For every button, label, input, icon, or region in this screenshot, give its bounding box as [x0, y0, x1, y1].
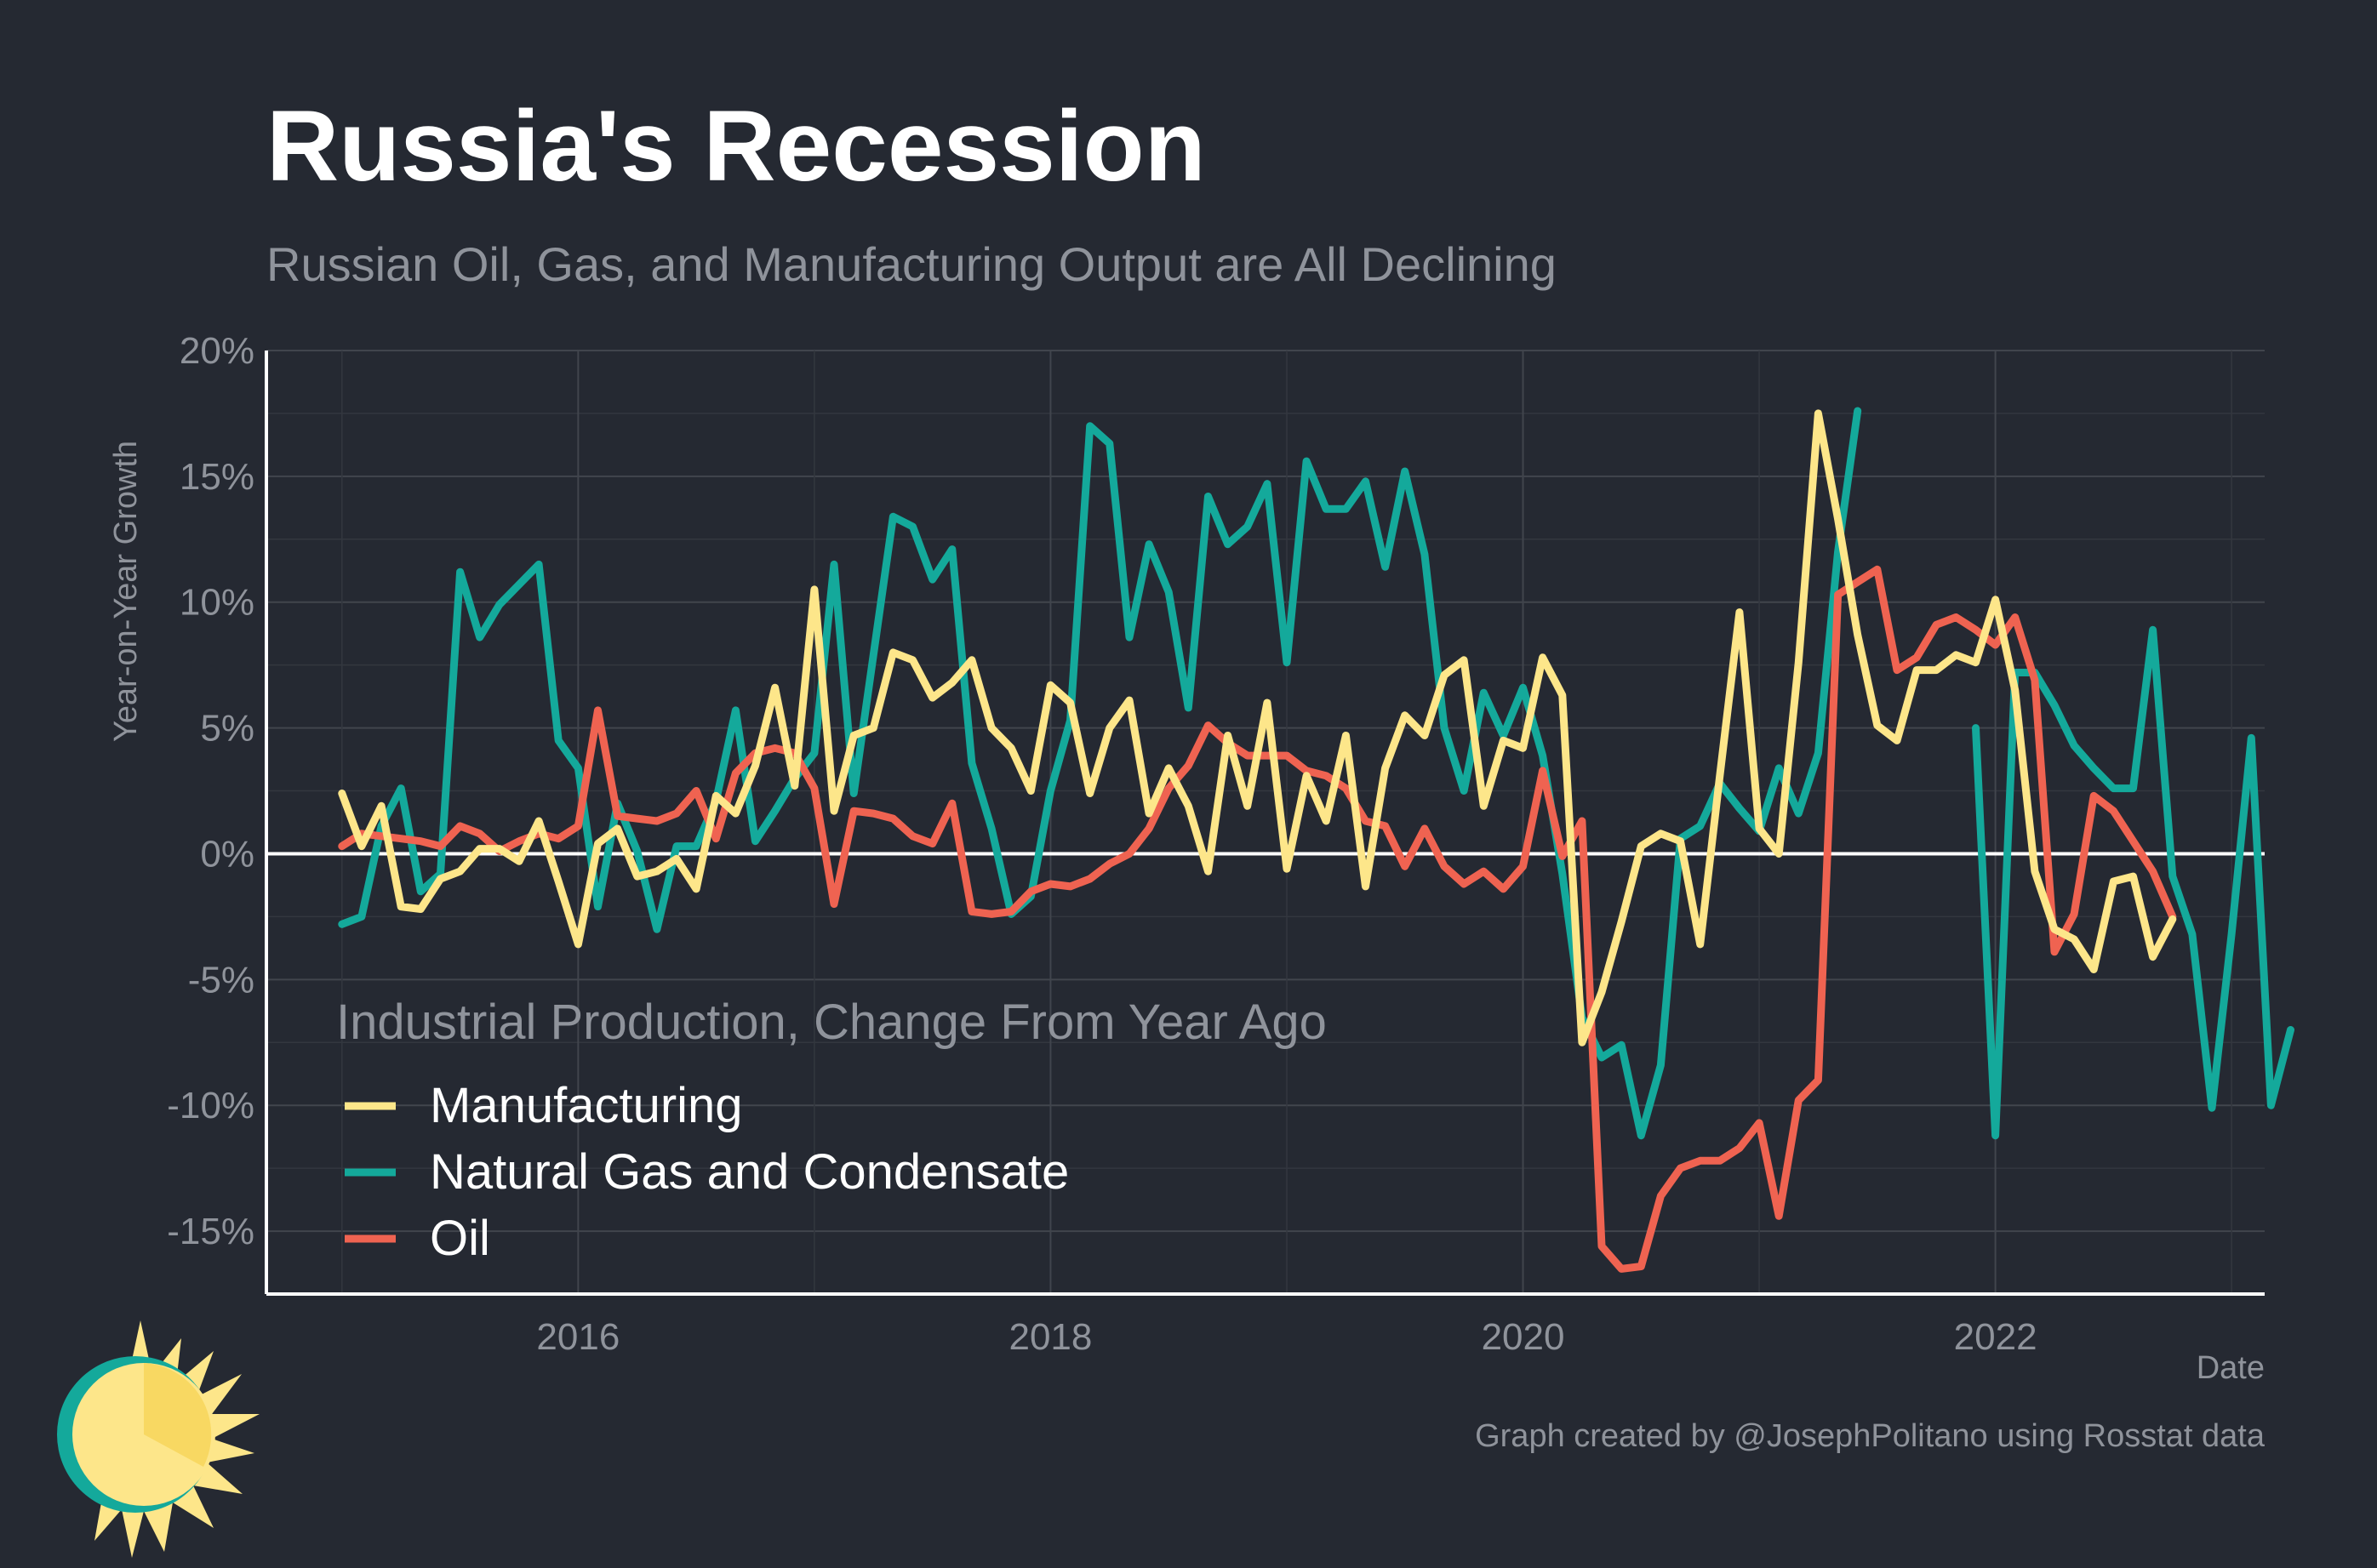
sun-disc-shade [144, 1363, 212, 1467]
legend-label: Manufacturing [430, 1078, 743, 1133]
series-lines [338, 407, 2294, 1273]
legend-items: Manufacturing Natural Gas and Condensate O… [345, 1078, 1069, 1266]
legend-title: Industrial Production, Change From Year … [336, 995, 1327, 1050]
x-tick-label: 2018 [1009, 1316, 1092, 1358]
y-tick-label: 0% [200, 833, 254, 875]
x-axis-title: Date [2197, 1350, 2265, 1386]
chart-subtitle: Russian Oil, Gas, and Manufacturing Outp… [266, 237, 1557, 291]
y-tick-label: 10% [180, 582, 254, 624]
y-tick-label: -10% [167, 1085, 254, 1126]
x-tick-label: 2022 [1954, 1316, 2037, 1358]
legend-label: Natural Gas and Condensate [430, 1144, 1069, 1200]
x-tick-label: 2020 [1482, 1316, 1565, 1358]
sun-logo-icon [57, 1320, 260, 1558]
series-line-manufacturing [338, 409, 2177, 1046]
y-axis-title: Year-on-Year Growth [108, 441, 144, 742]
y-tick-label: 15% [180, 456, 254, 498]
legend: Industrial Production, Change From Year … [336, 995, 1327, 1266]
legend-label: Oil [430, 1211, 490, 1266]
chart-title: Russia's Recession [266, 90, 1206, 202]
y-tick-label: 20% [180, 330, 254, 372]
y-tick-label: -15% [167, 1211, 254, 1252]
x-tick-label: 2016 [536, 1316, 620, 1358]
series-line-natural-gas-and-condensate [338, 407, 2294, 1140]
source-caption: Graph created by @JosephPolitano using R… [1475, 1418, 2266, 1454]
axes: -15% -10% -5% 0% 5% 10% 15% 20% 2016 2018 2020 2022 [167, 330, 2265, 1358]
y-tick-label: -5% [188, 959, 254, 1001]
y-tick-label: 5% [200, 708, 254, 750]
